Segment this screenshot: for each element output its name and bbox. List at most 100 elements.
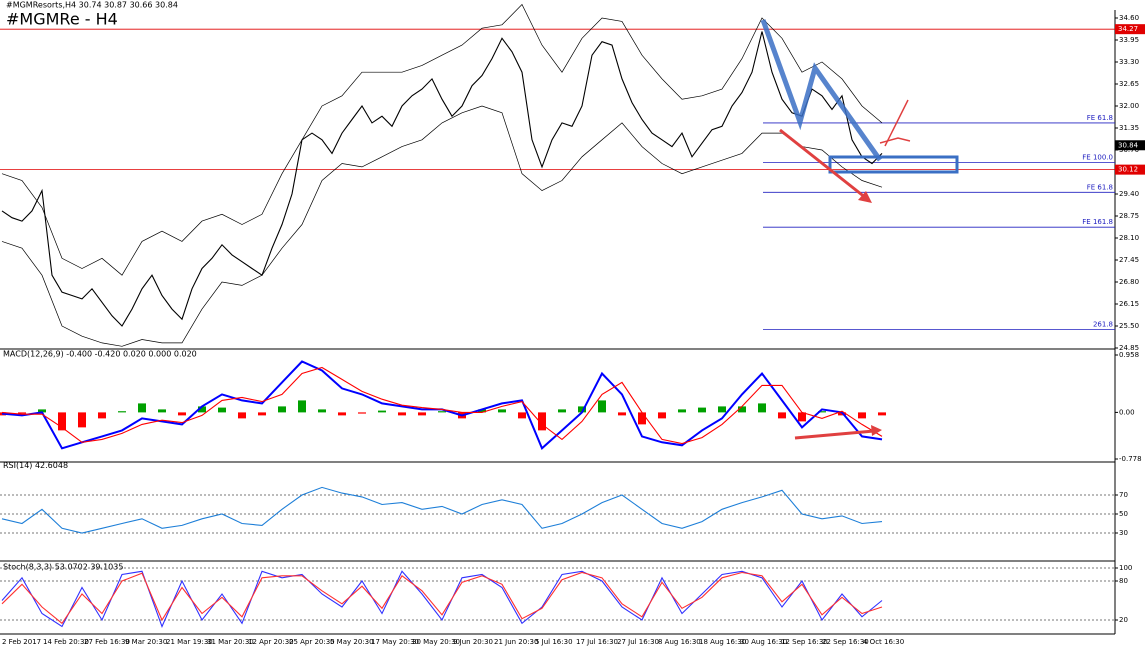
series-line	[1, 486, 883, 534]
x-tick-label: 9 Jun 20:30	[453, 638, 493, 646]
histogram-bar	[258, 412, 266, 416]
arrow	[779, 128, 867, 200]
level-label: FE 61.8	[1087, 183, 1113, 191]
x-tick-label: 25 Apr 20:30	[289, 638, 335, 646]
level-tag-label: 34.27	[1118, 25, 1138, 33]
pattern-line	[760, 19, 883, 162]
histogram-bar	[298, 400, 306, 413]
histogram-bar	[578, 406, 586, 413]
y-tick-label: 26.15	[1119, 300, 1139, 308]
arrow	[879, 137, 911, 144]
level-label: FE 61.8	[1087, 114, 1113, 122]
histogram-bar	[758, 403, 766, 413]
y-tick-label: 26.80	[1119, 278, 1139, 286]
histogram-bar	[358, 412, 366, 414]
histogram-bar	[478, 409, 486, 413]
histogram-bar	[518, 412, 526, 419]
histogram-bar	[318, 409, 326, 413]
y-tick-label: -0.778	[1119, 455, 1142, 463]
histogram-bar	[698, 407, 706, 413]
y-tick-label: 33.30	[1119, 58, 1139, 66]
level-label: FE 100.0	[1082, 154, 1113, 162]
histogram-bar	[538, 412, 546, 431]
histogram-bar	[418, 412, 426, 416]
series-line	[1, 571, 883, 625]
y-tick-label: 32.65	[1119, 80, 1139, 88]
arrow-head	[858, 191, 872, 203]
histogram-bar	[818, 411, 826, 413]
histogram-bar	[638, 412, 646, 425]
histogram-bar	[138, 403, 146, 413]
histogram-bar	[338, 412, 346, 416]
histogram-bar	[678, 409, 686, 413]
x-tick-label: 2 Feb 2017	[2, 638, 41, 646]
series-line	[1, 31, 883, 327]
series-line	[1, 105, 883, 347]
histogram-bar	[18, 412, 26, 414]
x-tick-label: 30 Aug 16:30	[740, 638, 787, 646]
y-tick-label: 33.95	[1119, 36, 1139, 44]
y-tick-label: 31.35	[1119, 124, 1139, 132]
x-tick-label: 31 Mar 20:30	[207, 638, 254, 646]
y-tick-label: 28.10	[1119, 234, 1139, 242]
arrow	[794, 429, 875, 440]
series-line	[1, 3, 883, 276]
histogram-bar	[658, 412, 666, 419]
x-tick-label: 17 Jul 16:30	[576, 638, 618, 646]
x-tick-label: 17 May 20:30	[371, 638, 419, 646]
x-tick-label: 14 Feb 20:30	[43, 638, 89, 646]
x-tick-label: 21 Mar 19:30	[166, 638, 213, 646]
level-tag-label: 30.12	[1118, 166, 1138, 174]
histogram-bar	[378, 410, 386, 413]
x-tick-label: 18 Aug 16:30	[699, 638, 746, 646]
x-tick-label: 22 Sep 16:30	[822, 638, 869, 646]
y-tick-label: 0.958	[1119, 351, 1139, 359]
y-tick-label: 29.40	[1119, 190, 1139, 198]
histogram-bar	[738, 406, 746, 413]
histogram-bar	[718, 406, 726, 413]
arrow-head	[871, 425, 882, 436]
x-tick-label: 12 Sep 16:30	[781, 638, 828, 646]
y-tick-label: 70	[1119, 491, 1128, 499]
histogram-bar	[878, 412, 886, 416]
histogram-bar	[498, 409, 506, 413]
y-tick-label: 30	[1119, 529, 1128, 537]
last-price-tag	[1115, 140, 1145, 151]
histogram-bar	[78, 412, 86, 428]
histogram-bar	[58, 412, 66, 431]
y-tick-label: 24.85	[1119, 344, 1139, 352]
panel-title: MACD(12,26,9) -0.400 -0.420 0.020 0.000 …	[3, 350, 197, 359]
panel-title: RSI(14) 42.6048	[3, 461, 68, 470]
panel-title: Stoch(8,3,3) 53.0702 39.1035	[3, 563, 123, 572]
level-label: 261.8	[1093, 320, 1113, 328]
y-tick-label: 34.60	[1119, 14, 1139, 22]
histogram-bar	[158, 409, 166, 413]
histogram-bar	[598, 400, 606, 413]
y-tick-label: 50	[1119, 510, 1128, 518]
y-tick-label: 0.00	[1119, 408, 1135, 416]
level-tag	[1115, 24, 1145, 35]
series-line	[1, 366, 883, 445]
histogram-bar	[118, 411, 126, 413]
level-tag	[1115, 164, 1145, 175]
x-tick-label: 12 Apr 20:30	[248, 638, 294, 646]
histogram-bar	[558, 409, 566, 413]
x-tick-label: 5 May 20:30	[330, 638, 374, 646]
y-tick-label: 25.50	[1119, 322, 1139, 330]
level-label: FE 161.8	[1082, 218, 1113, 226]
histogram-bar	[238, 412, 246, 419]
x-tick-label: 5 Jul 16:30	[535, 638, 573, 646]
x-tick-label: 4 Oct 16:30	[863, 638, 904, 646]
arrow	[884, 99, 909, 147]
x-tick-label: 27 Feb 16:30	[84, 638, 130, 646]
x-tick-label: 21 Jun 20:30	[494, 638, 538, 646]
y-tick-label: 80	[1119, 577, 1128, 585]
histogram-bar	[278, 406, 286, 413]
histogram-bar	[218, 407, 226, 413]
y-tick-label: 20	[1119, 616, 1128, 624]
chart-title: #MGMRe - H4	[6, 10, 118, 29]
histogram-bar	[858, 412, 866, 419]
histogram-bar	[618, 412, 626, 416]
x-tick-label: 9 Mar 20:30	[125, 638, 167, 646]
